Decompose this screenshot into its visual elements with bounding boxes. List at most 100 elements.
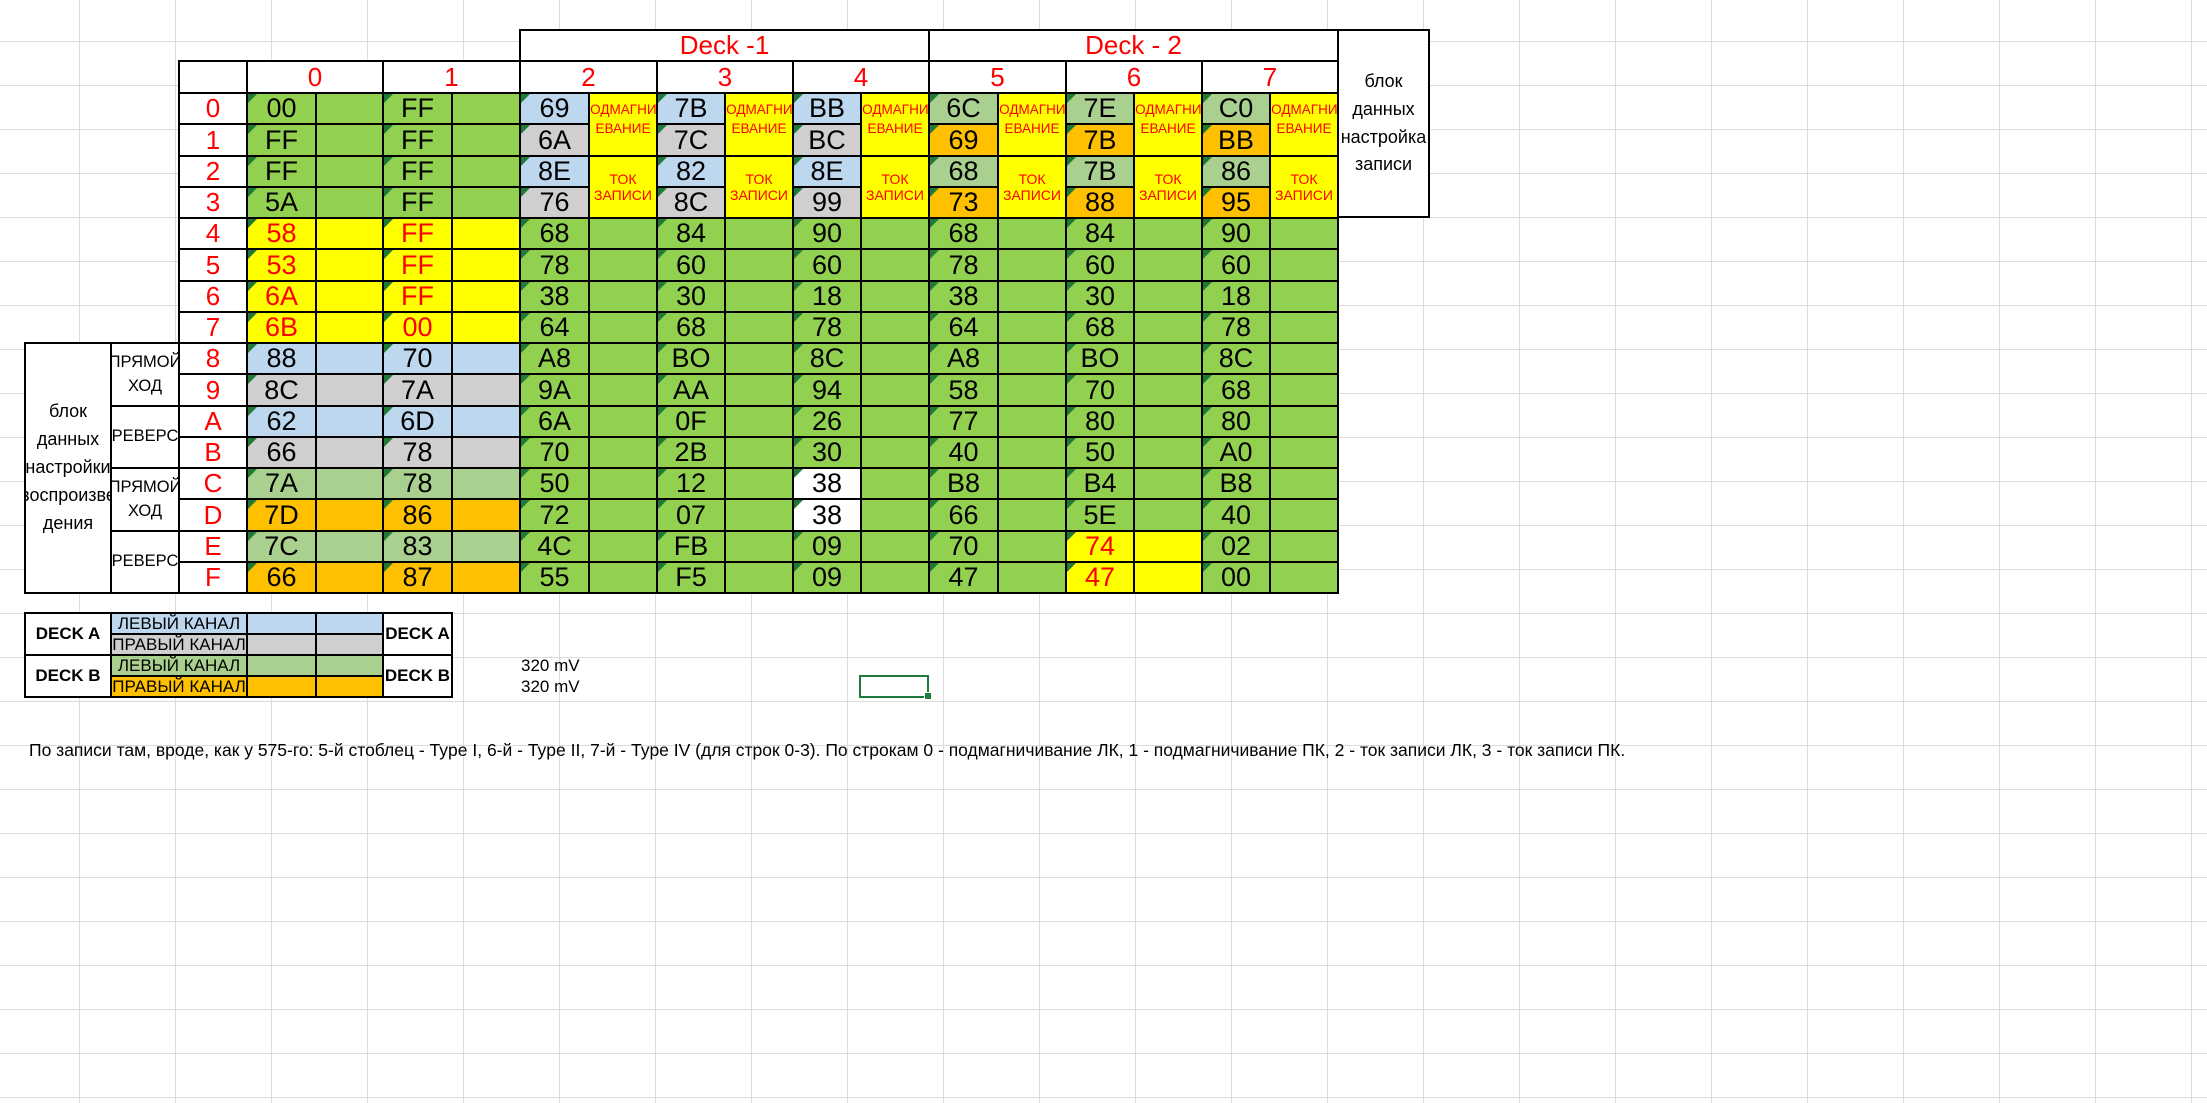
row-header-5[interactable]: 5 [178, 248, 248, 282]
fill-cell[interactable] [315, 155, 384, 188]
data-cell[interactable]: 69 [928, 123, 999, 157]
data-cell[interactable]: 83 [382, 530, 453, 563]
data-cell[interactable]: 73 [928, 186, 999, 219]
data-cell[interactable]: 47 [1065, 561, 1135, 594]
data-cell[interactable]: 38 [928, 280, 999, 313]
data-cell[interactable]: F5 [656, 561, 726, 594]
fill-cell[interactable] [860, 311, 930, 344]
data-cell[interactable]: 9A [519, 373, 590, 407]
fill-cell[interactable] [451, 155, 521, 188]
column-header-2[interactable]: 2 [519, 60, 658, 94]
data-cell[interactable]: 60 [792, 248, 862, 282]
data-cell[interactable]: A8 [928, 342, 999, 375]
column-header-0[interactable]: 0 [246, 60, 384, 94]
data-cell[interactable]: 88 [1065, 186, 1135, 219]
fill-cell[interactable] [1269, 248, 1339, 282]
data-cell[interactable]: 7B [1065, 155, 1135, 188]
data-cell[interactable]: BB [792, 92, 862, 125]
fill-cell[interactable] [588, 561, 658, 594]
fill-cell[interactable] [1133, 436, 1203, 469]
write-param-label-cell[interactable]: ТОК ЗАПИСИ [1269, 155, 1339, 219]
data-cell[interactable]: 84 [656, 217, 726, 250]
column-header-1[interactable]: 1 [382, 60, 521, 94]
fill-cell[interactable] [1133, 530, 1203, 563]
row-header-2[interactable]: 2 [178, 155, 248, 188]
fill-cell[interactable] [997, 498, 1067, 532]
data-cell[interactable]: 7D [246, 498, 317, 532]
row-header-A[interactable]: A [178, 405, 248, 438]
fill-cell[interactable] [997, 248, 1067, 282]
data-cell[interactable]: 68 [928, 155, 999, 188]
row-header-F[interactable]: F [178, 561, 248, 594]
data-cell[interactable]: 68 [928, 217, 999, 250]
data-cell[interactable]: A0 [1201, 436, 1271, 469]
fill-cell[interactable] [588, 436, 658, 469]
fill-cell[interactable] [860, 530, 930, 563]
fill-cell[interactable] [724, 561, 794, 594]
fill-cell[interactable] [1269, 561, 1339, 594]
fill-cell[interactable] [451, 248, 521, 282]
data-cell[interactable]: 94 [792, 373, 862, 407]
data-cell[interactable]: 26 [792, 405, 862, 438]
data-cell[interactable]: 76 [519, 186, 590, 219]
data-cell[interactable]: 58 [246, 217, 317, 250]
fill-cell[interactable] [724, 373, 794, 407]
data-cell[interactable]: 8E [519, 155, 590, 188]
fill-cell[interactable] [860, 436, 930, 469]
fill-cell[interactable] [997, 436, 1067, 469]
fill-cell[interactable] [860, 280, 930, 313]
fill-cell[interactable] [724, 405, 794, 438]
data-cell[interactable]: 00 [382, 311, 453, 344]
data-cell[interactable]: 18 [1201, 280, 1271, 313]
data-cell[interactable]: 4C [519, 530, 590, 563]
write-param-label-cell[interactable]: ПОДМАГНИЧ ЕВАНИЕ [860, 92, 930, 157]
fill-cell[interactable] [315, 280, 384, 313]
fill-cell[interactable] [451, 92, 521, 125]
data-cell[interactable]: 7A [382, 373, 453, 407]
fill-cell[interactable] [451, 436, 521, 469]
fill-handle[interactable] [924, 692, 932, 700]
fill-cell[interactable] [1269, 498, 1339, 532]
data-cell[interactable]: FF [382, 123, 453, 157]
data-cell[interactable]: 55 [519, 561, 590, 594]
data-cell[interactable]: 7E [1065, 92, 1135, 125]
data-cell[interactable]: 62 [246, 405, 317, 438]
data-cell[interactable]: 8C [792, 342, 862, 375]
data-cell[interactable]: 09 [792, 530, 862, 563]
data-cell[interactable]: B8 [928, 467, 999, 500]
data-cell[interactable]: 40 [1201, 498, 1271, 532]
fill-cell[interactable] [315, 405, 384, 438]
fill-cell[interactable] [315, 342, 384, 375]
fill-cell[interactable] [724, 467, 794, 500]
row-header-6[interactable]: 6 [178, 280, 248, 313]
row-header-3[interactable]: 3 [178, 186, 248, 219]
fill-cell[interactable] [451, 561, 521, 594]
fill-cell[interactable] [315, 561, 384, 594]
fill-cell[interactable] [588, 530, 658, 563]
data-cell[interactable]: 40 [928, 436, 999, 469]
column-header-6[interactable]: 6 [1065, 60, 1203, 94]
data-cell[interactable]: 5E [1065, 498, 1135, 532]
data-cell[interactable]: AA [656, 373, 726, 407]
fill-cell[interactable] [588, 217, 658, 250]
data-cell[interactable]: FF [382, 248, 453, 282]
data-cell[interactable]: 80 [1201, 405, 1271, 438]
data-cell[interactable]: 78 [382, 467, 453, 500]
fill-cell[interactable] [860, 373, 930, 407]
fill-cell[interactable] [315, 498, 384, 532]
fill-cell[interactable] [997, 467, 1067, 500]
fill-cell[interactable] [588, 373, 658, 407]
data-cell[interactable]: 6A [246, 280, 317, 313]
write-param-label-cell[interactable]: ПОДМАГНИЧ ЕВАНИЕ [1269, 92, 1339, 157]
data-cell[interactable]: FF [246, 155, 317, 188]
data-cell[interactable]: 09 [792, 561, 862, 594]
fill-cell[interactable] [860, 561, 930, 594]
data-cell[interactable]: 70 [382, 342, 453, 375]
data-cell[interactable]: 2B [656, 436, 726, 469]
data-cell[interactable]: BO [656, 342, 726, 375]
data-cell[interactable]: 07 [656, 498, 726, 532]
fill-cell[interactable] [997, 342, 1067, 375]
data-cell[interactable]: 5A [246, 186, 317, 219]
fill-cell[interactable] [1133, 342, 1203, 375]
fill-cell[interactable] [451, 280, 521, 313]
